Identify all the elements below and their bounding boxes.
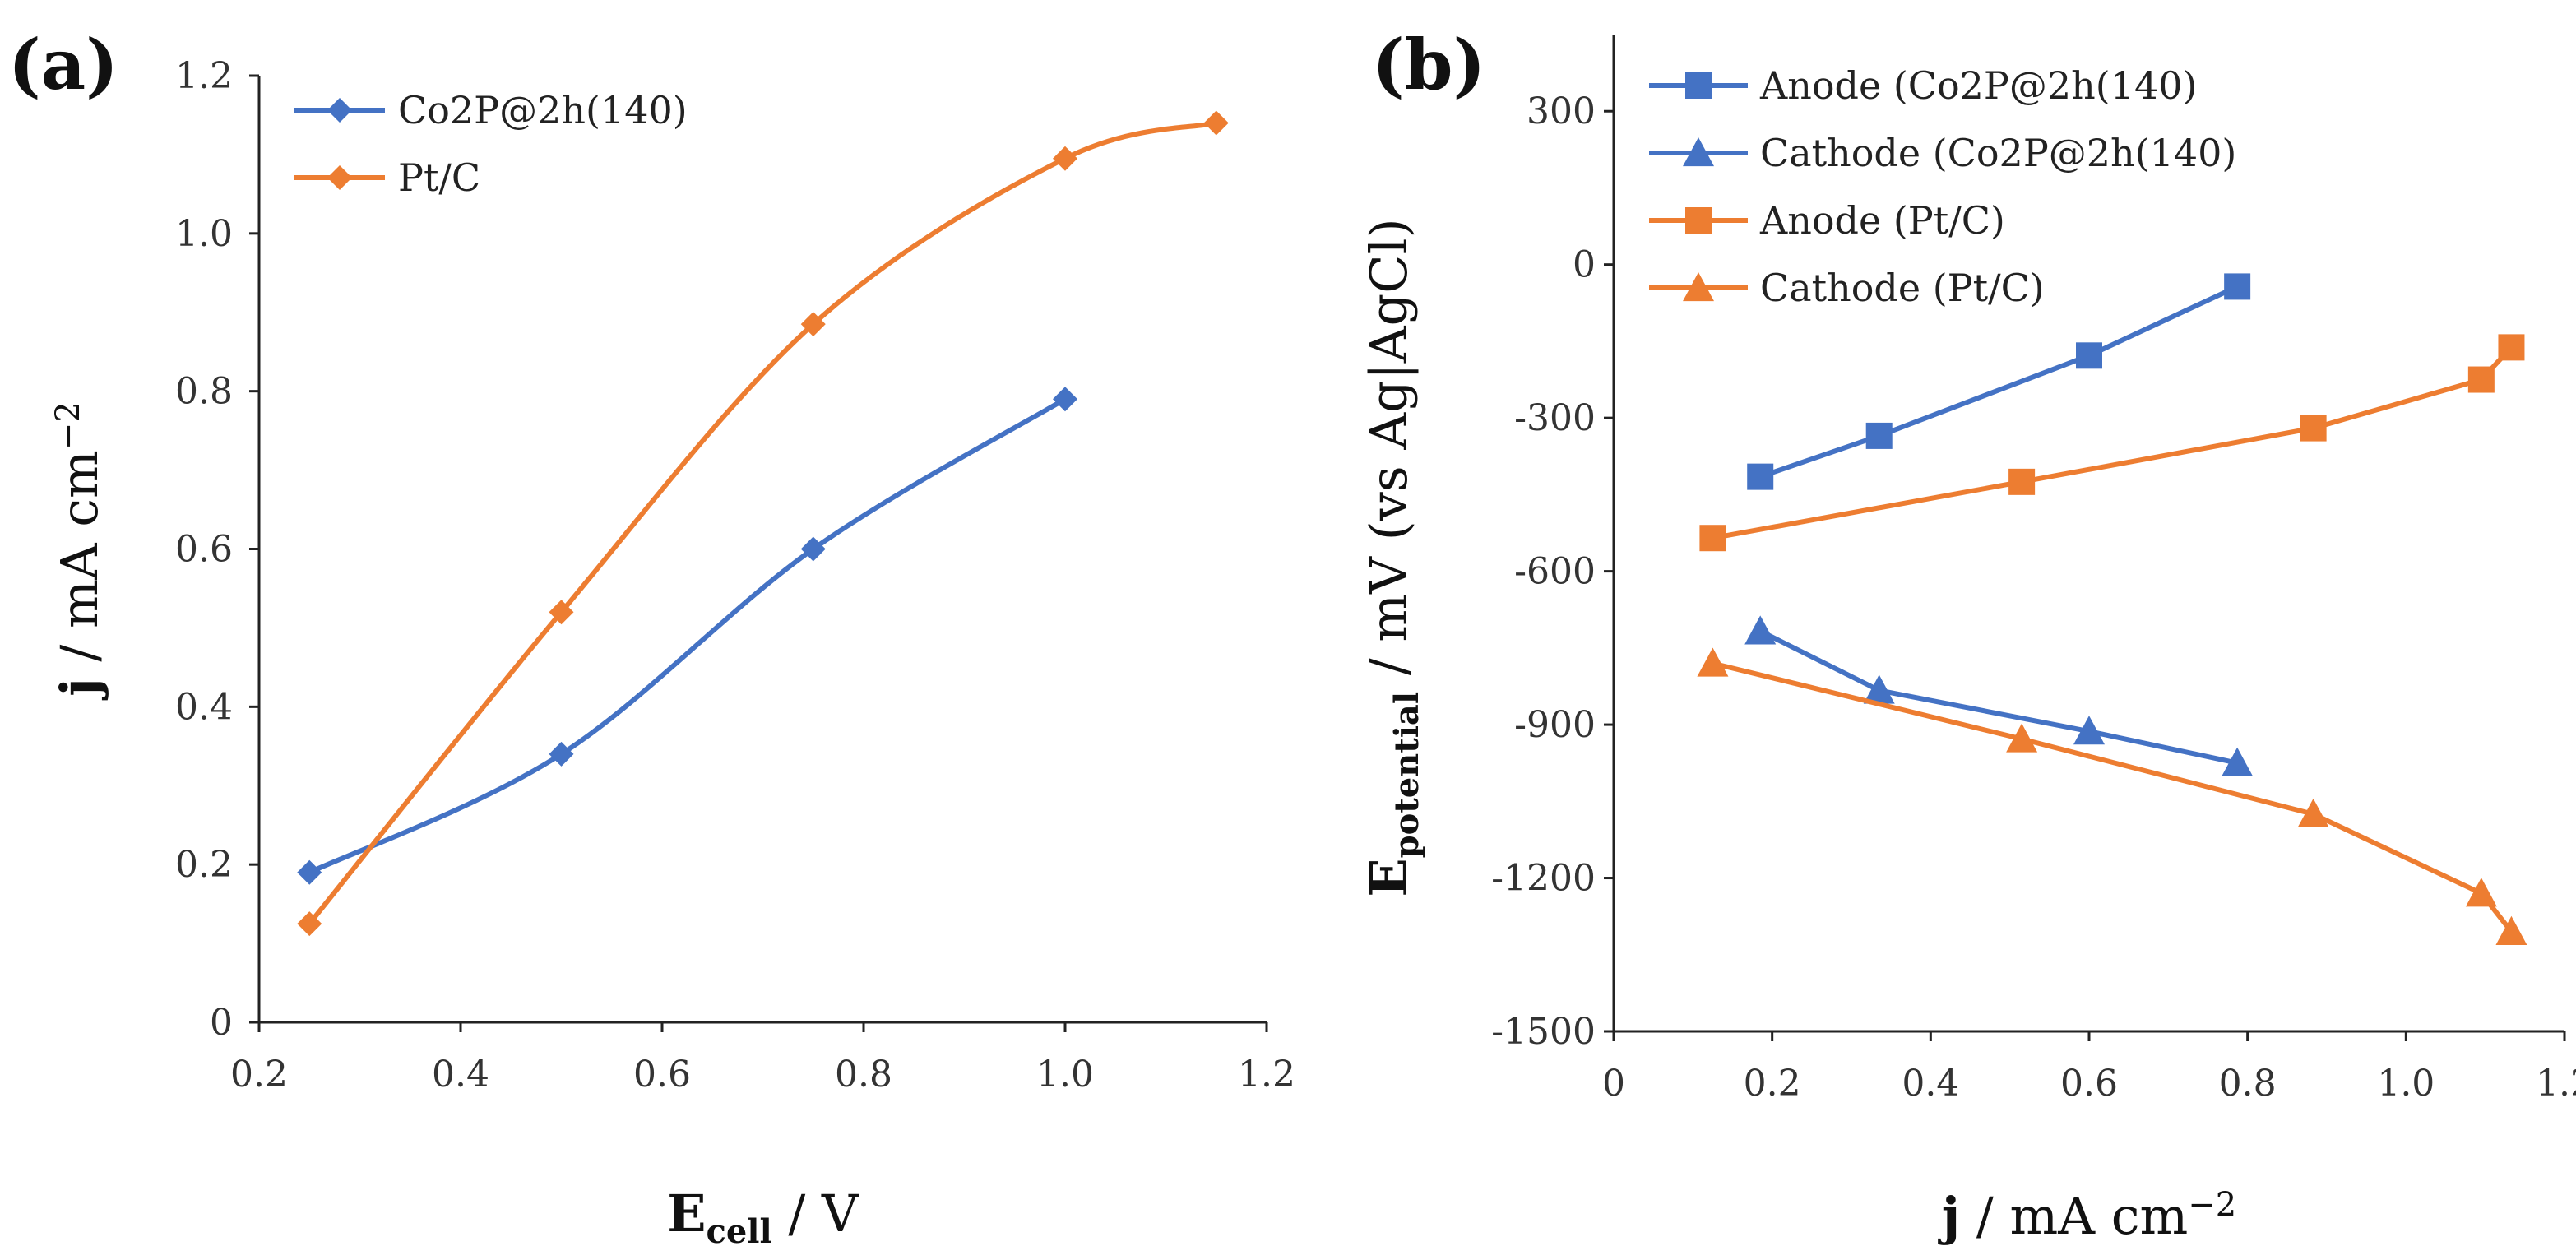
series-3-point: [2008, 468, 2036, 495]
x-axis-title-tail: / V: [772, 1184, 859, 1244]
series-2-point: [1744, 615, 1777, 645]
series-line-2: [1758, 628, 2238, 766]
panel-label-b: (b): [1372, 24, 1485, 105]
series-line-2: [307, 120, 1217, 925]
y-axis-title-main: j: [49, 678, 109, 700]
series-1-point: [800, 536, 826, 562]
y-tick-label: 0: [210, 1002, 233, 1044]
y-axis-title-sup: −2: [49, 401, 87, 450]
series-1-point: [549, 741, 574, 767]
x-tick-label: 1.0: [2377, 1063, 2435, 1105]
series-1-point: [2224, 273, 2251, 300]
series-1-point: [2076, 342, 2102, 369]
series-1-point: [297, 859, 322, 885]
series-2-point: [1203, 110, 1229, 136]
series-2-point: [297, 911, 322, 937]
series-2-point: [549, 600, 574, 625]
legend-label-1: Co2P@2h(140): [398, 88, 688, 132]
series-line-3: [1712, 345, 2513, 541]
series-4-point: [2297, 798, 2329, 827]
x-tick-label: 0.6: [633, 1054, 691, 1096]
x-axis-title-main: j: [1938, 1186, 1960, 1246]
series-3-point: [1699, 525, 1726, 552]
y-axis-title-tail: / mA cm: [49, 450, 109, 678]
x-axis-title-sup: −2: [2188, 1186, 2236, 1224]
legend-label-2: Cathode (Co2P@2h(140): [1760, 131, 2236, 175]
series-2-point: [800, 312, 826, 337]
legend-marker-1: [327, 98, 352, 123]
series-4-point: [2006, 723, 2038, 753]
x-axis-title-main: E: [667, 1184, 706, 1244]
x-tick-label: 1.0: [1036, 1054, 1094, 1096]
x-tick-label: 0.2: [230, 1054, 288, 1096]
x-axis-title: Ecell / V: [667, 1184, 859, 1251]
series-4-point: [1697, 647, 1729, 677]
y-tick-label: 1.2: [175, 55, 233, 97]
series-1-point: [1865, 422, 1893, 449]
x-tick-label: 0.4: [432, 1054, 489, 1096]
y-axis-title-tail: / mV (vs Ag|AgCl): [1359, 218, 1419, 692]
y-tick-label: 0.2: [175, 844, 233, 886]
series-4-point: [2495, 915, 2527, 945]
legend-marker-2: [1683, 137, 1714, 167]
y-tick-label: 0.8: [175, 371, 233, 413]
y-tick-label: 0.4: [175, 686, 233, 728]
y-tick-label: -1500: [1491, 1011, 1596, 1053]
y-axis-title: j / mA cm−2: [49, 401, 109, 701]
y-tick-label: -600: [1514, 551, 1596, 593]
legend-label-3: Anode (Pt/C): [1759, 198, 2005, 243]
series-2-point: [2222, 747, 2254, 776]
y-tick-label: -1200: [1491, 858, 1596, 900]
x-tick-label: 1.2: [1238, 1054, 1295, 1096]
legend-label-2: Pt/C: [398, 155, 480, 200]
legend-marker-2: [327, 165, 352, 190]
legend-marker-3: [1685, 207, 1712, 234]
x-axis-title-tail: / mA cm: [1960, 1186, 2188, 1246]
series-1-point: [1053, 387, 1077, 412]
y-axis-title: Epotential / mV (vs Ag|AgCl): [1359, 218, 1426, 896]
series-line-1: [308, 396, 1067, 875]
y-tick-label: -900: [1514, 704, 1596, 746]
x-axis-title-sub: cell: [706, 1212, 771, 1251]
y-tick-label: 0: [1573, 244, 1596, 286]
y-tick-label: 300: [1527, 90, 1596, 132]
x-tick-label: 0.4: [1902, 1063, 1959, 1105]
panel-b: (b) 0 0.2 0.4 0.6 0.8 1.0 1.2 -1500 -1200 -900 -600…: [1359, 24, 2576, 1246]
series-line-1: [1759, 284, 2239, 479]
x-tick-label: 1.2: [2536, 1063, 2576, 1105]
y-axis-title-main: E: [1359, 858, 1419, 896]
series-3-point: [2467, 366, 2495, 393]
x-axis-title: j / mA cm−2: [1938, 1186, 2237, 1246]
panel-a: (a) 0.2 0.4 0.6 0.8 1.0 1.2 0 0.2 0.4 0.6 0.8 1.0 1.2…: [8, 24, 1295, 1251]
series-4-point: [2465, 878, 2497, 907]
y-tick-label: -300: [1514, 397, 1596, 439]
panel-label-a: (a): [8, 24, 118, 105]
series-3-point: [2300, 415, 2327, 442]
x-tick-label: 0.8: [835, 1054, 892, 1096]
x-tick-label: 0.6: [2060, 1063, 2118, 1105]
series-2-point: [1863, 674, 1895, 704]
legend-marker-4: [1683, 272, 1714, 302]
y-tick-label: 0.6: [175, 529, 233, 571]
series-2-point: [2073, 716, 2105, 745]
series-1-point: [1747, 463, 1774, 490]
y-tick-label: 1.0: [175, 213, 233, 255]
legend-marker-1: [1685, 72, 1712, 99]
series-2-point: [1053, 146, 1077, 171]
legend-label-1: Anode (Co2P@2h(140): [1759, 63, 2197, 108]
x-tick-label: 0.8: [2219, 1063, 2277, 1105]
series-line-4: [1712, 660, 2513, 933]
legend-label-4: Cathode (Pt/C): [1760, 266, 2045, 310]
y-axis-title-sub: potential: [1388, 692, 1426, 858]
x-tick-label: 0.2: [1744, 1063, 1801, 1105]
x-tick-label: 0: [1602, 1063, 1625, 1105]
series-3-point: [2498, 334, 2525, 361]
